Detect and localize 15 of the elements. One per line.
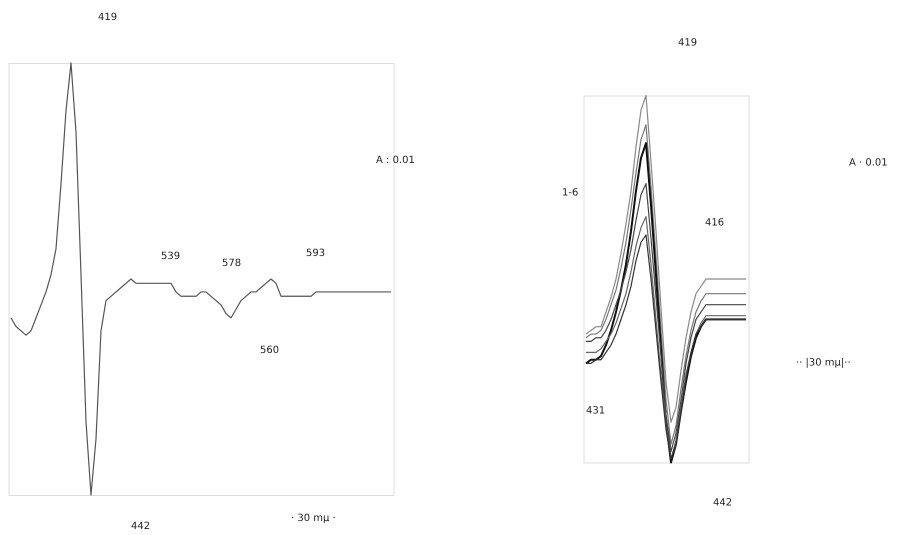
- text: 442: [713, 498, 732, 508]
- text: 419: [678, 38, 698, 48]
- text: 419: [98, 12, 118, 23]
- text: A · 0.01: [849, 158, 888, 168]
- annotation: 416: [705, 218, 724, 228]
- annotation: 431: [586, 406, 606, 416]
- annotation: 560: [260, 345, 280, 356]
- annotation: 593: [306, 248, 326, 259]
- text: ·· |30 mμ|··: [796, 358, 851, 368]
- text: 1-6: [562, 188, 578, 198]
- annotation: 578: [222, 258, 242, 269]
- text: · 30 mμ ·: [291, 513, 336, 524]
- text: 442: [131, 521, 150, 532]
- annotation: A : 0.01: [376, 155, 415, 166]
- annotation: 539: [161, 251, 180, 262]
